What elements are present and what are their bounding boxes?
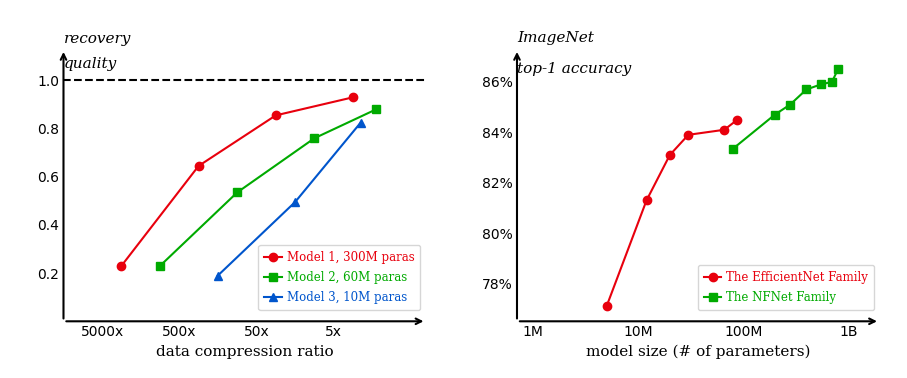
X-axis label: data compression ratio: data compression ratio bbox=[156, 345, 334, 359]
The NFNet Family bbox=[769, 112, 780, 117]
Model 3, 10M paras bbox=[212, 273, 223, 278]
The NFNet Family bbox=[727, 146, 738, 151]
The EfficientNet Family bbox=[719, 127, 730, 132]
The NFNet Family bbox=[833, 67, 844, 71]
Line: Model 2, 60M paras: Model 2, 60M paras bbox=[156, 105, 380, 270]
Line: Model 3, 10M paras: Model 3, 10M paras bbox=[214, 118, 365, 280]
X-axis label: model size (# of parameters): model size (# of parameters) bbox=[586, 345, 811, 359]
Model 3, 10M paras bbox=[356, 120, 366, 125]
Model 1, 300M paras bbox=[116, 263, 127, 268]
Model 3, 10M paras bbox=[289, 200, 300, 204]
Line: The NFNet Family: The NFNet Family bbox=[729, 65, 843, 153]
Model 1, 300M paras bbox=[270, 113, 281, 118]
Line: Model 1, 300M paras: Model 1, 300M paras bbox=[117, 93, 357, 270]
Text: recovery: recovery bbox=[63, 33, 131, 46]
The EfficientNet Family bbox=[683, 133, 694, 137]
Legend: The EfficientNet Family, The NFNet Family: The EfficientNet Family, The NFNet Famil… bbox=[697, 265, 873, 310]
The EfficientNet Family bbox=[601, 304, 612, 308]
Model 1, 300M paras bbox=[193, 164, 204, 168]
The NFNet Family bbox=[815, 82, 826, 87]
Text: quality: quality bbox=[63, 57, 117, 71]
Model 2, 60M paras bbox=[231, 190, 242, 195]
Text: top-1 accuracy: top-1 accuracy bbox=[517, 62, 631, 76]
Text: ImageNet: ImageNet bbox=[517, 31, 594, 45]
The EfficientNet Family bbox=[641, 198, 652, 203]
The NFNet Family bbox=[785, 102, 795, 107]
Model 2, 60M paras bbox=[154, 263, 165, 268]
Model 2, 60M paras bbox=[309, 136, 320, 141]
The NFNet Family bbox=[826, 80, 837, 84]
Legend: Model 1, 300M paras, Model 2, 60M paras, Model 3, 10M paras: Model 1, 300M paras, Model 2, 60M paras,… bbox=[258, 245, 420, 310]
The EfficientNet Family bbox=[665, 153, 676, 157]
Model 2, 60M paras bbox=[371, 107, 382, 112]
The NFNet Family bbox=[801, 87, 812, 92]
Line: The EfficientNet Family: The EfficientNet Family bbox=[602, 116, 742, 310]
The EfficientNet Family bbox=[732, 118, 743, 122]
Model 1, 300M paras bbox=[347, 95, 358, 99]
